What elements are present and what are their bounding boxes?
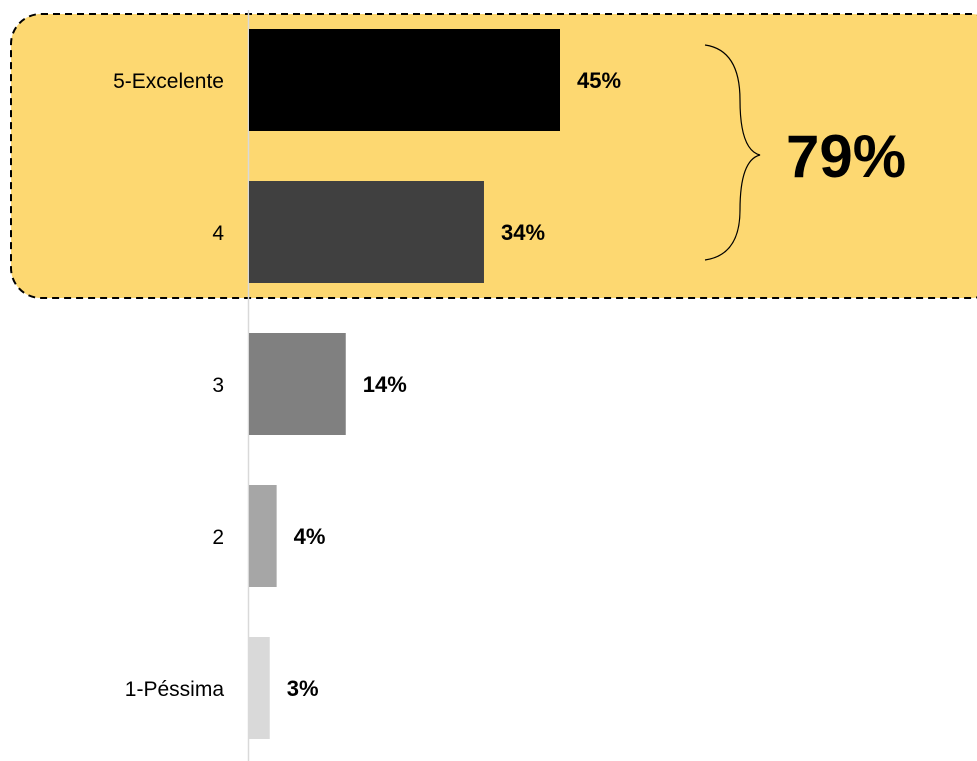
value-label-1: 45% [577,68,621,93]
bar-4 [249,485,277,587]
highlight-total-label: 79% [786,123,906,190]
value-label-2: 34% [501,220,545,245]
category-label-5: 1-Péssima [125,678,225,701]
category-label-2: 4 [212,222,224,245]
value-label-3: 14% [363,372,407,397]
bar-1 [249,29,560,131]
value-label-4: 4% [294,524,326,549]
bars-layer: 5-Excelente 45% 4 34% 3 14% 2 4% 1-Péssima 3% [113,29,621,739]
category-label-4: 2 [212,526,224,549]
category-label-1: 5-Excelente [113,70,224,93]
highlight-brace [704,44,761,261]
category-label-3: 3 [212,374,224,397]
bar-5 [249,637,270,739]
value-label-5: 3% [287,676,319,701]
bar-2 [249,181,484,283]
bar-3 [249,333,346,435]
